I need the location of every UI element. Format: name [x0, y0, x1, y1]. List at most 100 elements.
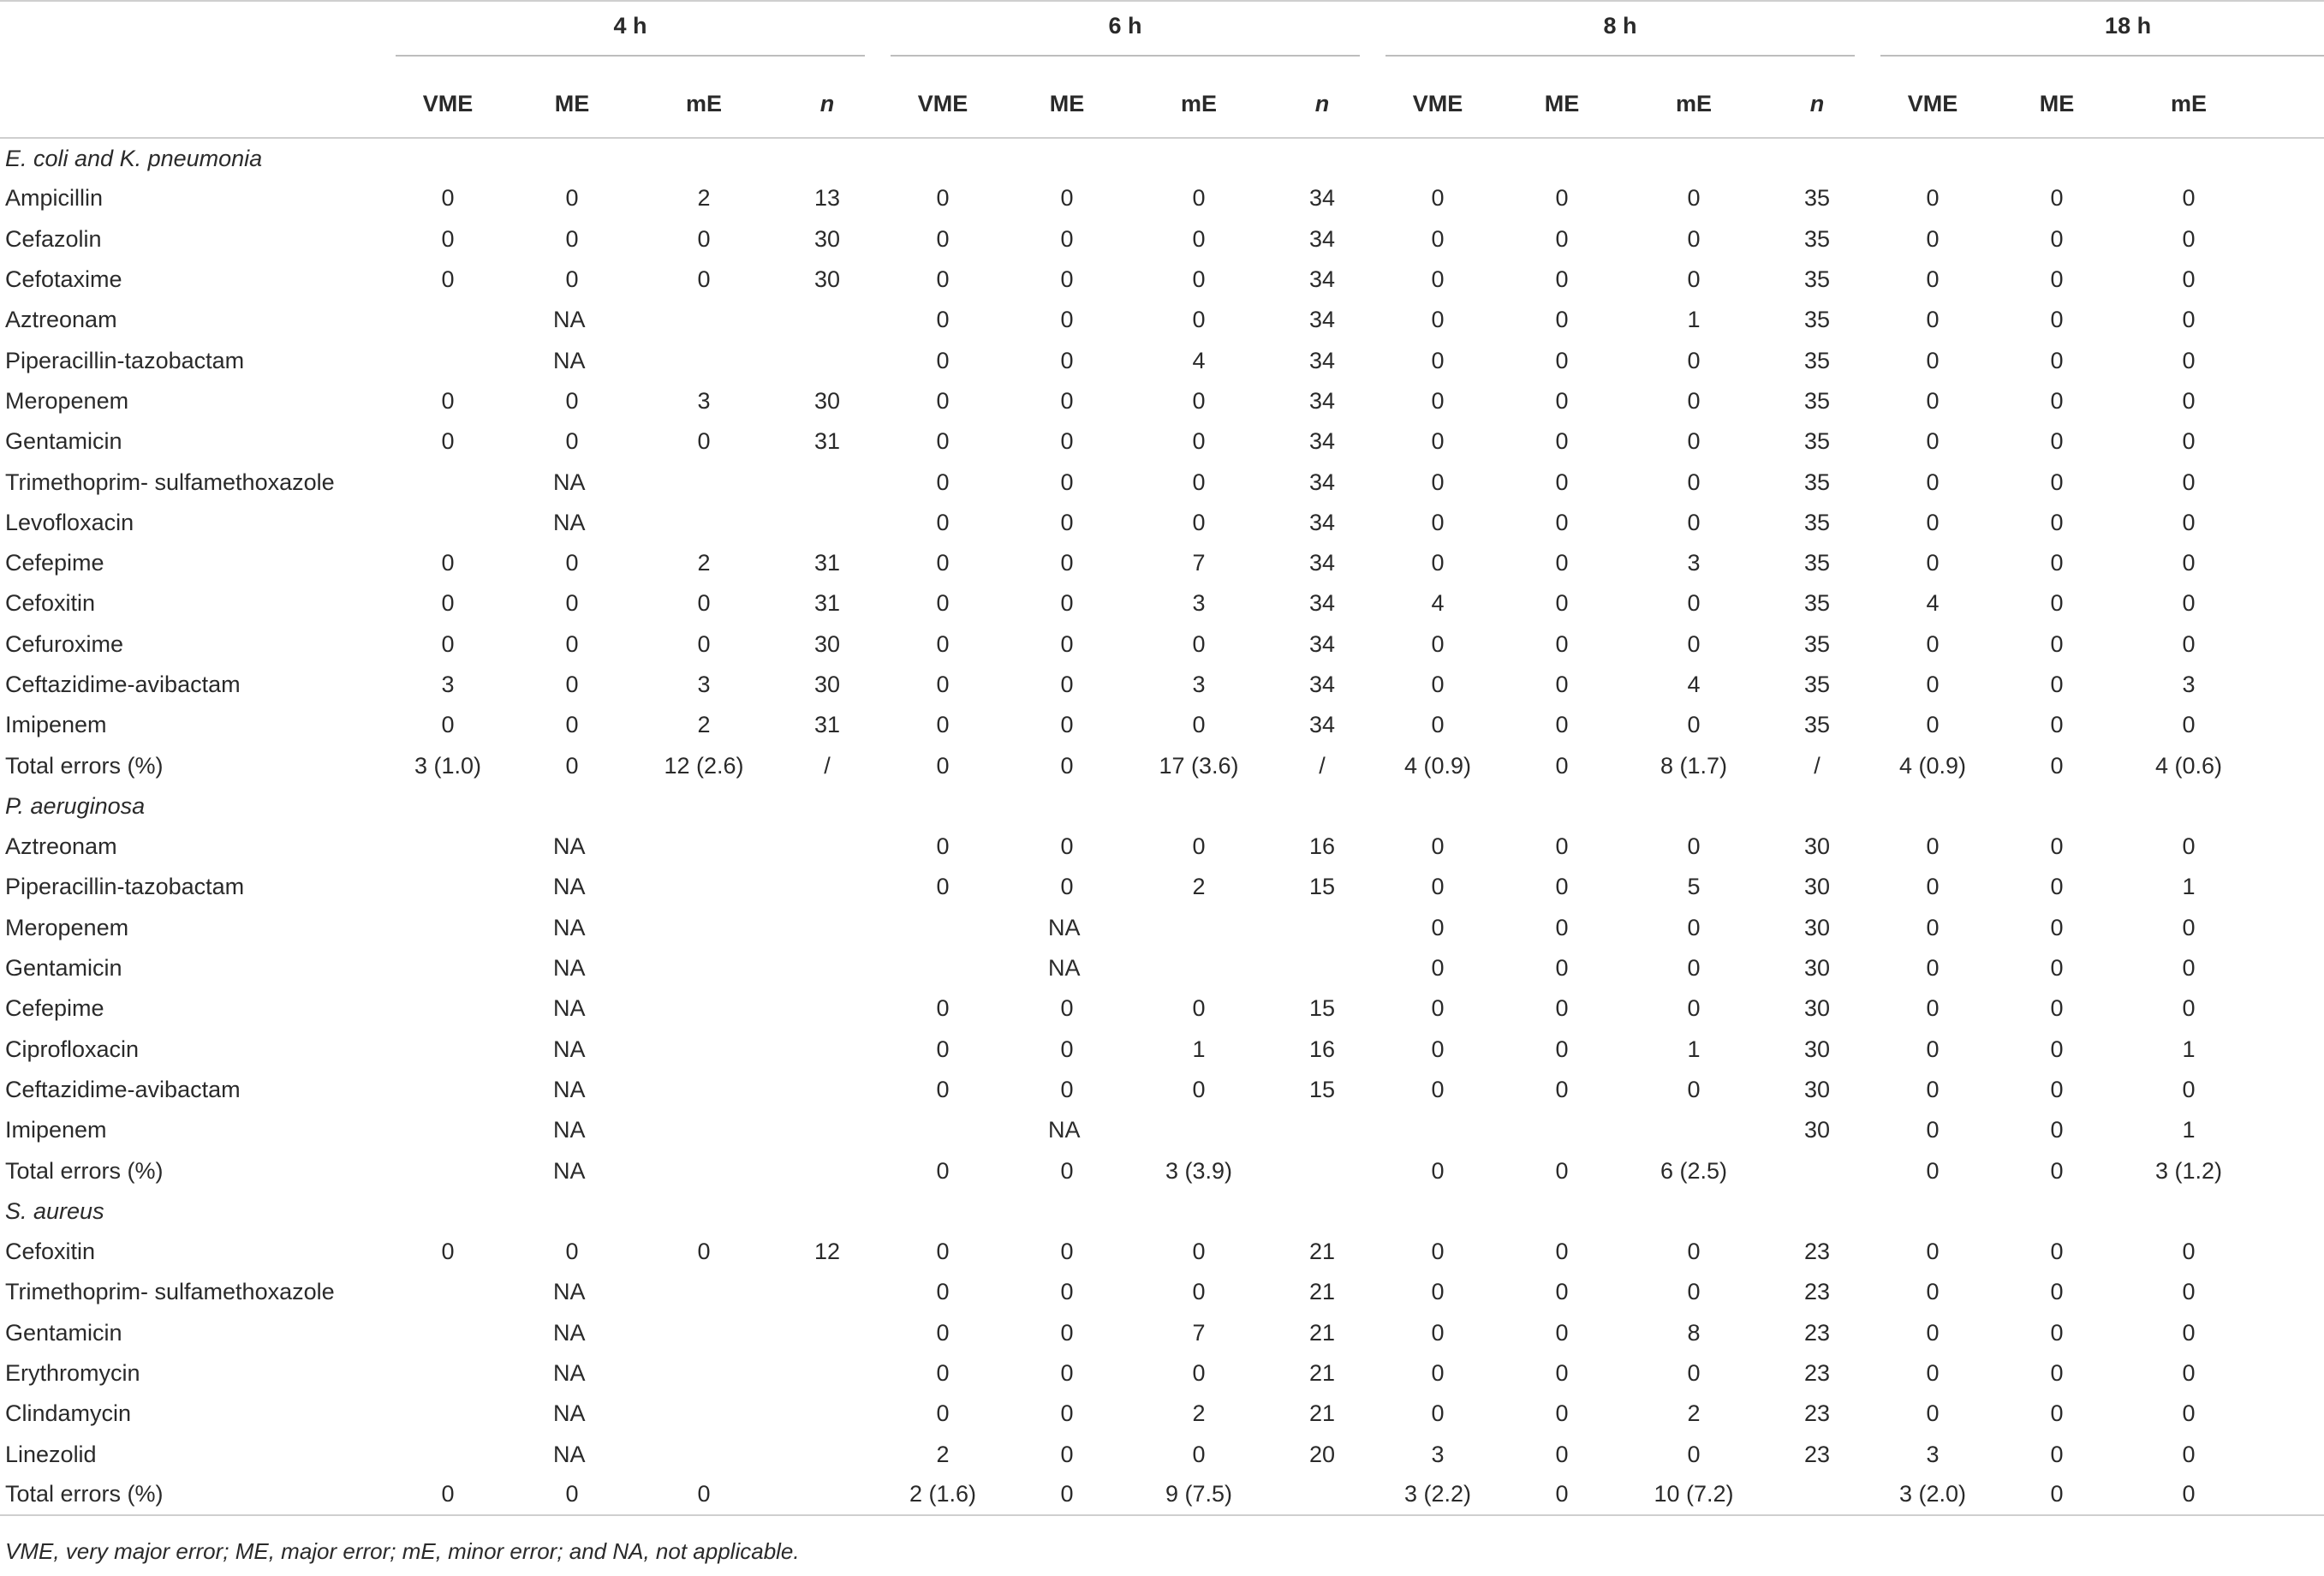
na-cell: NA	[553, 1319, 586, 1346]
row-label: Piperacillin-tazobactam	[5, 874, 245, 900]
cell-n: 30	[1804, 914, 1831, 940]
cell-vme: 0	[1926, 266, 1940, 293]
cell-n: 25	[2249, 1272, 2324, 1312]
header-corner	[0, 1, 396, 71]
cell-vme: 2 (1.6)	[891, 1474, 996, 1517]
cell-n: 20	[1309, 1441, 1336, 1467]
cell-me: 0	[2182, 955, 2196, 982]
cell-vme: 0	[441, 185, 455, 212]
cell-me: 0	[1060, 509, 1074, 535]
cell-me: 0	[2182, 387, 2196, 414]
cell-me: 2	[697, 712, 711, 738]
cell-me: 1	[1192, 1036, 1206, 1062]
cell-me: 0	[565, 712, 579, 738]
cell-me: 0	[1555, 995, 1569, 1022]
section-filler	[396, 1191, 2324, 1232]
cell-vme: 0	[441, 266, 455, 293]
cell-vme: 0	[936, 1239, 950, 1265]
cell-me: 1	[1687, 307, 1701, 333]
row-label: Levofloxacin	[5, 509, 134, 535]
cell-n: 34	[1309, 185, 1336, 212]
cell-me: 0	[1687, 955, 1701, 982]
cell-me: 0	[1687, 995, 1701, 1022]
cell-me: 0	[1192, 469, 1206, 495]
cell-me: 0	[2182, 1441, 2196, 1467]
header-row-subcolumns: VMEMEmEnVMEMEmEnVMEMEmEnVMEMEmEn	[0, 71, 2324, 139]
cell-n: 35	[2249, 705, 2324, 745]
cell-me: 0	[1060, 550, 1074, 576]
table-row: Ciprofloxacin NA 0 0 1 16 0 0 1 30 0 0 1 32	[0, 1030, 2324, 1070]
cell-vme: 0	[1431, 225, 1445, 252]
cell-n: 35	[2249, 219, 2324, 260]
cell-me: 0	[2050, 509, 2064, 535]
cell-vme: 0	[936, 428, 950, 455]
cell-me: 0	[2050, 1036, 2064, 1062]
cell-me: 0	[1192, 1441, 1206, 1467]
cell-n: 23	[1804, 1319, 1831, 1346]
cell-me: 0	[500, 1474, 644, 1517]
cell-me: 0	[1555, 955, 1569, 982]
cell-n: 31	[813, 428, 841, 455]
cell-me: 0	[1687, 1239, 1701, 1265]
cell-n	[764, 1474, 891, 1517]
cell-n: 35	[2249, 178, 2324, 218]
section-row: P. aeruginosa	[0, 786, 2324, 827]
cell-me: 5	[1687, 874, 1701, 900]
cell-n: 13	[813, 185, 841, 212]
cell-me: 4	[1687, 672, 1701, 697]
cell-n: 35	[1804, 185, 1831, 212]
cell-me: 0	[1687, 1441, 1701, 1467]
na-cell: NA	[553, 995, 586, 1022]
cell-n: 23	[1804, 1279, 1831, 1305]
cell-me: 4	[1192, 347, 1206, 373]
cell-vme: 0	[1431, 1360, 1445, 1387]
cell-me: 0	[2050, 550, 2064, 576]
cell-n: 35	[2249, 624, 2324, 665]
cell-n: 35	[2249, 260, 2324, 300]
header-label-column	[0, 71, 396, 139]
cell-vme: 3	[1431, 1441, 1445, 1467]
row-label: Aztreonam	[5, 833, 117, 860]
cell-n: 25	[2249, 1435, 2324, 1475]
cell-me: 0	[1687, 630, 1701, 657]
cell-me: 0	[1687, 712, 1701, 738]
cell-me: 0	[1060, 1441, 1074, 1467]
table-row: Total errors (%) NA 0 0 3 (3.9) 0 0 6 (2.5) 0 0 3 …	[0, 1150, 2324, 1191]
cell-me: 0	[2182, 509, 2196, 535]
cell-me: 0	[2182, 1400, 2196, 1427]
cell-me: 0	[1060, 1279, 1074, 1305]
cell-me: 0	[1192, 1279, 1206, 1305]
cell-vme: 0	[936, 1319, 950, 1346]
cell-n: 16	[1309, 1036, 1336, 1062]
cell-me: 0	[1687, 266, 1701, 293]
cell-vme: 0	[1431, 1239, 1445, 1265]
cell-me: 0	[565, 428, 579, 455]
cell-me	[1634, 1110, 1754, 1150]
cell-me: 0	[1192, 225, 1206, 252]
cell-vme: 0	[1431, 1319, 1445, 1346]
table-row: Clindamycin NA 0 0 2 21 0 0 2 23 0 0 0 25	[0, 1394, 2324, 1434]
cell-me: 0	[2182, 1360, 2196, 1387]
subheader-n-1: n	[1259, 71, 1386, 139]
section-label: E. coli and K. pneumonia	[5, 145, 263, 171]
cell-n: 32	[2249, 988, 2324, 1029]
cell-n: 15	[1309, 1076, 1336, 1102]
cell-n: 34	[1309, 509, 1336, 535]
cell-me: 0	[1060, 387, 1074, 414]
cell-me: 0	[1555, 185, 1569, 212]
cell-n: 15	[1309, 874, 1336, 900]
cell-me: 0	[2182, 307, 2196, 333]
table-row: Aztreonam NA 0 0 0 34 0 0 1 35 0 0 0 35	[0, 300, 2324, 340]
cell-me: 0	[2050, 428, 2064, 455]
cell-vme: 3 (2.2)	[1385, 1474, 1491, 1517]
cell-vme: 0	[936, 185, 950, 212]
cell-n: 35	[2249, 381, 2324, 421]
cell-vme: 0	[1926, 712, 1940, 738]
cell-vme	[1385, 1110, 1490, 1150]
cell-me: 0	[1060, 347, 1074, 373]
cell-vme: 0	[1926, 630, 1940, 657]
table-row: Gentamicin NA NA 0 0 0 30 0 0 0 32	[0, 948, 2324, 988]
subheader-n-3: n	[2249, 71, 2324, 139]
cell-me: 3	[1687, 550, 1701, 576]
cell-n: 23	[1804, 1239, 1831, 1265]
